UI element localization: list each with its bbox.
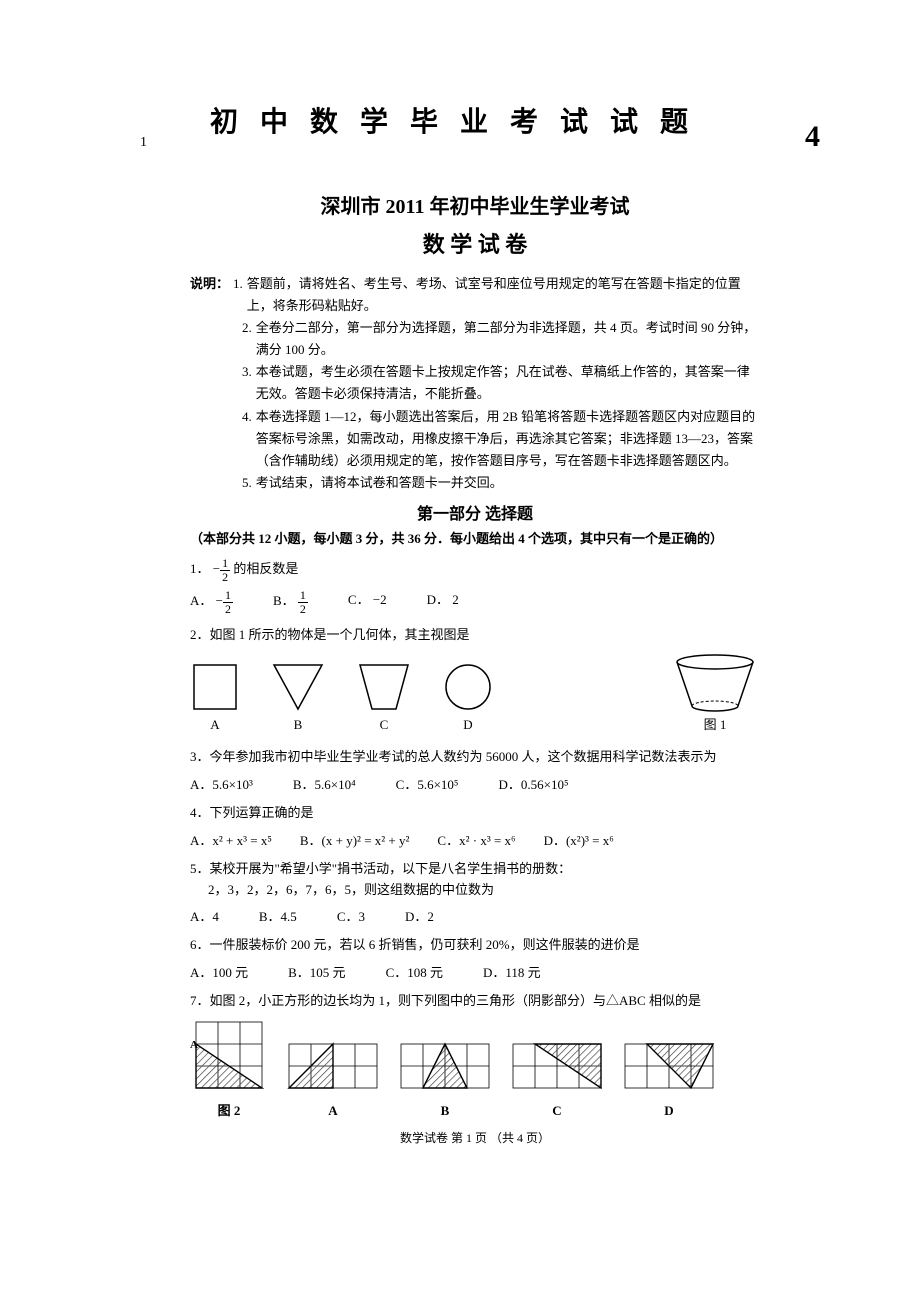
- rectangle-icon: [190, 661, 240, 713]
- q2-shape-b: B: [270, 661, 326, 733]
- q3-opt-d: D．0.56×10⁵: [498, 774, 568, 793]
- page-index-left: 1: [140, 135, 147, 151]
- inst-num-5: 5.: [242, 472, 252, 494]
- q5-opt-c: C．3: [337, 906, 365, 925]
- grid-triangle-ref-icon: A B C: [190, 1020, 268, 1092]
- q1-opt-c: C． −2: [348, 589, 387, 615]
- q7-opt-c: C: [510, 1041, 604, 1119]
- document-subtitle: 数 学 试 卷: [190, 227, 760, 259]
- q1-suffix: 的相反数是: [233, 561, 298, 576]
- q2-shape-a: A: [190, 661, 240, 733]
- q6: 6．一件服装标价 200 元，若以 6 折销售，仍可获利 20%，则这件服装的进…: [190, 935, 760, 956]
- q1-prefix: 1．: [190, 561, 210, 576]
- circle-icon: [442, 661, 494, 713]
- grid-triangle-a-icon: [286, 1041, 380, 1095]
- q5-opt-d: D．2: [405, 906, 434, 925]
- page-index-right: 4: [805, 120, 820, 154]
- svg-text:B: B: [193, 1090, 201, 1092]
- instructions-block: 说明： 1. 答题前，请将姓名、考生号、考场、试室号和座位号用规定的笔写在答题卡…: [190, 273, 760, 494]
- q6-opt-b: B．105 元: [288, 962, 345, 981]
- cup-icon: [670, 652, 760, 714]
- inst-num-1: 1.: [233, 273, 243, 317]
- triangle-down-icon: [270, 661, 326, 713]
- q5-opt-a: A．4: [190, 906, 219, 925]
- q6-opt-a: A．100 元: [190, 962, 248, 981]
- svg-text:A: A: [190, 1039, 198, 1051]
- q5: 5．某校开展为"希望小学"捐书活动，以下是八名学生捐书的册数： 2，3，2，2，…: [190, 859, 760, 901]
- q4: 4．下列运算正确的是: [190, 803, 760, 824]
- trapezoid-icon: [356, 661, 412, 713]
- q7-opt-a: A: [286, 1041, 380, 1119]
- inst-text-1: 答题前，请将姓名、考生号、考场、试室号和座位号用规定的笔写在答题卡指定的位置上，…: [247, 273, 760, 317]
- q5-stem2: 2，3，2，2，6，7，6，5，则这组数据的中位数为: [190, 882, 494, 897]
- section1-subheading: （本部分共 12 小题，每小题 3 分，共 36 分．每小题给出 4 个选项，其…: [190, 528, 760, 547]
- instructions-label: 说明：: [190, 273, 229, 317]
- q2-figure-1: 图 1: [670, 652, 760, 733]
- q7-opt-d: D: [622, 1041, 716, 1119]
- grid-triangle-d-icon: [622, 1041, 716, 1095]
- q1-frac-icon: 12: [220, 557, 230, 583]
- q2: 2．如图 1 所示的物体是一个几何体，其主视图是: [190, 625, 760, 646]
- q2-shapes-row: A B C D 图 1: [190, 652, 760, 733]
- inst-text-5: 考试结束，请将本试卷和答题卡一并交回。: [256, 472, 760, 494]
- q6-opt-c: C．108 元: [386, 962, 443, 981]
- q1-opt-d: D． 2: [427, 589, 459, 615]
- q2-shape-c: C: [356, 661, 412, 733]
- q5-opt-b: B．4.5: [259, 906, 297, 925]
- q4-opt-b: B．(x + y)² = x² + y²: [300, 830, 410, 849]
- section1-heading: 第一部分 选择题: [190, 500, 760, 524]
- q1-options: A． −12 B． 12 C． −2 D． 2: [190, 589, 760, 615]
- document-title: 深圳市 2011 年初中毕业生学业考试: [190, 190, 760, 219]
- inst-text-3: 本卷试题，考生必须在答题卡上按规定作答；凡在试卷、草稿纸上作答的，其答案一律无效…: [256, 361, 760, 405]
- inst-num-4: 4.: [242, 406, 252, 472]
- q3-opt-a: A．5.6×10³: [190, 774, 253, 793]
- q2-shape-d: D: [442, 661, 494, 733]
- q1-opt-a: A． −12: [190, 589, 233, 615]
- q1: 1． −12 的相反数是: [190, 557, 760, 583]
- q7-figures-row: A B C 图 2 A: [190, 1020, 760, 1119]
- q3-opt-c: C．5.6×10⁵: [396, 774, 459, 793]
- q6-opt-d: D．118 元: [483, 962, 541, 981]
- svg-text:C: C: [258, 1090, 266, 1092]
- q4-options: A．x² + x³ = x⁵ B．(x + y)² = x² + y² C．x²…: [190, 830, 760, 849]
- page-footer: 数学试卷 第 1 页 （共 4 页）: [190, 1129, 760, 1146]
- q3-opt-b: B．5.6×10⁴: [293, 774, 356, 793]
- inst-text-4: 本卷选择题 1—12，每小题选出答案后，用 2B 铅笔将答题卡选择题答题区内对应…: [256, 406, 760, 472]
- q7-figure-2: A B C 图 2: [190, 1020, 268, 1119]
- q5-stem1: 5．某校开展为"希望小学"捐书活动，以下是八名学生捐书的册数：: [190, 861, 571, 876]
- grid-triangle-b-icon: [398, 1041, 492, 1095]
- q4-opt-d: D．(x²)³ = x⁶: [544, 830, 614, 849]
- main-header: 初中数学毕业考试试题: [160, 100, 760, 140]
- q4-opt-c: C．x² · x³ = x⁶: [437, 830, 515, 849]
- q3-options: A．5.6×10³ B．5.6×10⁴ C．5.6×10⁵ D．0.56×10⁵: [190, 774, 760, 793]
- exam-page: 1 4 初中数学毕业考试试题 深圳市 2011 年初中毕业生学业考试 数 学 试…: [0, 0, 920, 1206]
- inst-num-3: 3.: [242, 361, 252, 405]
- inst-text-2: 全卷分二部分，第一部分为选择题，第二部分为非选择题，共 4 页。考试时间 90 …: [256, 317, 760, 361]
- q7: 7．如图 2，小正方形的边长均为 1，则下列图中的三角形（阴影部分）与△ABC …: [190, 991, 760, 1012]
- q3: 3．今年参加我市初中毕业生学业考试的总人数约为 56000 人，这个数据用科学记…: [190, 747, 760, 768]
- q7-opt-b: B: [398, 1041, 492, 1119]
- q6-options: A．100 元 B．105 元 C．108 元 D．118 元: [190, 962, 760, 981]
- q5-options: A．4 B．4.5 C．3 D．2: [190, 906, 760, 925]
- q4-opt-a: A．x² + x³ = x⁵: [190, 830, 272, 849]
- q1-opt-b: B． 12: [273, 589, 308, 615]
- grid-triangle-c-icon: [510, 1041, 604, 1095]
- inst-num-2: 2.: [242, 317, 252, 361]
